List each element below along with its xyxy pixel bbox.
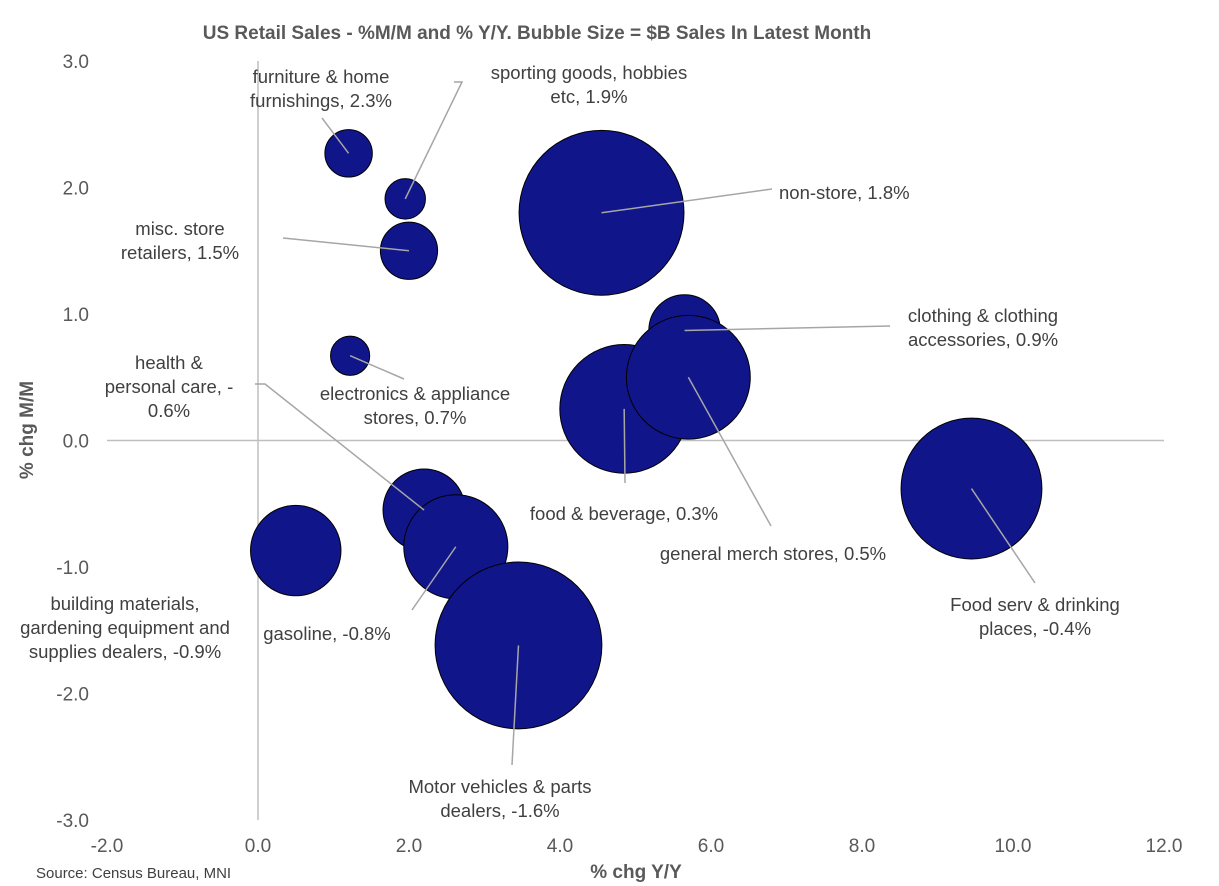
- y-axis-title: % chg M/M: [17, 381, 38, 479]
- y-tick-label: 3.0: [63, 52, 89, 73]
- leader-line-furniture: [321, 117, 350, 154]
- y-tick-label: -1.0: [56, 558, 89, 579]
- leader-line-non-store: [601, 188, 773, 214]
- data-label-building: building materials, gardening equipment a…: [20, 593, 230, 662]
- y-tick-label: 0.0: [63, 432, 89, 453]
- data-label-clothing: clothing & clothing accessories, 0.9%: [908, 305, 1058, 350]
- data-label-health: health & personal care, -0.6%: [105, 352, 234, 421]
- data-label-furniture: furniture & home furnishings, 2.3%: [250, 66, 392, 111]
- data-label-non-store: non-store, 1.8%: [779, 182, 910, 203]
- data-label-gasoline: gasoline, -0.8%: [263, 623, 391, 644]
- x-tick-label: 6.0: [698, 836, 724, 857]
- chart-title: US Retail Sales - %M/M and % Y/Y. Bubble…: [203, 23, 872, 44]
- y-tick-label: -2.0: [56, 685, 89, 706]
- leader-line-clothing: [684, 325, 891, 332]
- x-tick-label: -2.0: [91, 836, 124, 857]
- data-label-electronics: electronics & appliance stores, 0.7%: [320, 383, 510, 428]
- data-label-sporting-goods: sporting goods, hobbies etc, 1.9%: [491, 62, 687, 107]
- data-label-food-serv: Food serv & drinking places, -0.4%: [950, 594, 1120, 639]
- data-label-motor-vehicles: Motor vehicles & parts dealers, -1.6%: [408, 776, 591, 821]
- leader-line-general-merch: [687, 376, 772, 527]
- leader-line-food-serv: [970, 488, 1036, 584]
- x-tick-label: 4.0: [547, 836, 573, 857]
- x-tick-label: 0.0: [245, 836, 271, 857]
- x-axis-title: % chg Y/Y: [590, 862, 682, 883]
- bubble-sporting-goods: [384, 178, 426, 220]
- leader-line-health: [255, 383, 425, 511]
- y-tick-label: 1.0: [63, 305, 89, 326]
- x-tick-label: 10.0: [995, 836, 1032, 857]
- x-tick-labels: -2.0 0.0 2.0 4.0 6.0 8.0 10.0 12.0: [91, 836, 1183, 857]
- data-labels-layer: furniture & home furnishings, 2.3% sportin…: [20, 62, 1120, 821]
- leader-line-motor-vehicles: [511, 645, 520, 766]
- y-tick-label: 2.0: [63, 179, 89, 200]
- data-label-misc-store: misc. store retailers, 1.5%: [121, 218, 239, 263]
- x-tick-label: 8.0: [849, 836, 875, 857]
- source-note: Source: Census Bureau, MNI: [36, 865, 231, 882]
- bubble-building: [250, 504, 342, 597]
- y-tick-labels: 3.0 2.0 1.0 0.0 -1.0 -2.0 -3.0: [56, 52, 89, 832]
- x-tick-label: 2.0: [396, 836, 422, 857]
- leader-line-misc-store: [282, 237, 410, 252]
- leader-line-food-beverage: [623, 408, 626, 484]
- data-label-food-beverage: food & beverage, 0.3%: [530, 503, 718, 524]
- leader-line-gasoline: [411, 546, 457, 611]
- x-tick-label: 12.0: [1146, 836, 1183, 857]
- leader-lines-layer: [255, 81, 1036, 766]
- leader-line-sporting-goods: [404, 81, 464, 200]
- leader-line-electronics: [349, 355, 405, 380]
- y-tick-label: -3.0: [56, 811, 89, 832]
- data-label-general-merch: general merch stores, 0.5%: [660, 543, 886, 564]
